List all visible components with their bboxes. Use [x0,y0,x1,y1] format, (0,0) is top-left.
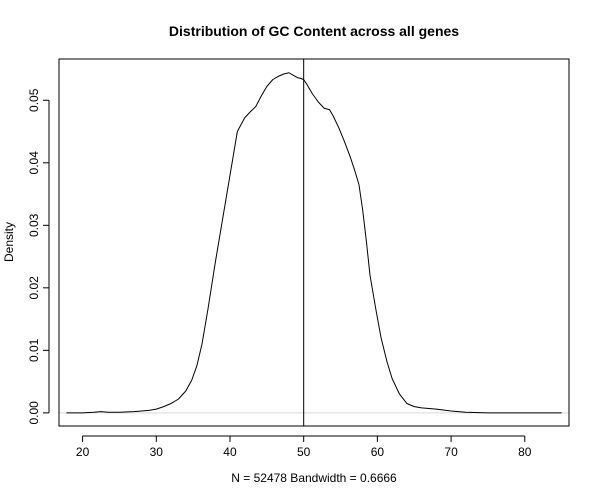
y-tick-label: 0.02 [27,276,41,300]
y-tick-label: 0.00 [27,401,41,425]
x-tick-label: 80 [518,445,532,459]
x-tick-label: 40 [223,445,237,459]
x-tick-label: 60 [371,445,385,459]
x-tick-label: 70 [444,445,458,459]
y-tick-label: 0.01 [27,338,41,362]
y-axis-label: Density [2,222,16,262]
x-tick-label: 20 [76,445,90,459]
plot-marks: 20 30 40 50 60 70 80 0.00 0.01 0.02 0.03 0.04 0.05 [27,59,569,459]
x-axis-label: N = 52478 Bandwidth = 0.6666 [231,471,397,485]
y-tick-label: 0.03 [27,213,41,237]
chart-title: Distribution of GC Content across all ge… [169,23,459,39]
x-tick-label: 50 [297,445,311,459]
y-tick-label: 0.04 [27,151,41,175]
plot-frame [58,58,570,427]
x-tick-label: 30 [150,445,164,459]
density-curve [66,72,562,414]
y-tick-label: 0.05 [27,88,41,112]
